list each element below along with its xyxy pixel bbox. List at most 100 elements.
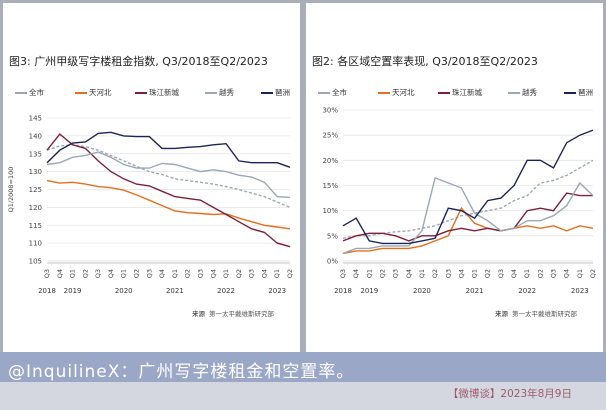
legend-label: 全市	[332, 88, 347, 97]
legend-label: 琶洲	[578, 88, 593, 97]
x-tick-label: Q2	[133, 269, 141, 278]
x-tick-label: Q1	[365, 269, 373, 278]
year-label: 2019	[360, 287, 378, 295]
source-text: 第一太平戴维斯研究部	[512, 310, 577, 318]
vacancy-rate-plot: 0% 5% 10% 15% 20% 25% 30% Q3 Q4 Q1 Q2 Q3 Q4 Q1 Q2 Q3 Q4 Q…	[322, 107, 597, 296]
chart-panel-vacancy-rate: 图2: 各区域空置率表现, Q3/2018至Q2/2023 全市 天河北 珠江新城 越…	[306, 3, 603, 352]
year-label: 2022	[518, 287, 536, 295]
x-tick-label: Q2	[184, 269, 192, 278]
year-label: 2021	[166, 287, 184, 295]
x-tick-label: Q1	[471, 269, 479, 278]
legend-item: 天河北	[75, 87, 112, 98]
y-axis-label: Q1/2008=100	[7, 167, 15, 213]
x-tick-label: Q1	[171, 269, 179, 278]
x-tick-label: Q4	[107, 269, 115, 278]
legend-item: 琶洲	[261, 87, 290, 98]
x-tick-label: Q4	[209, 269, 217, 278]
year-label: 2023	[268, 287, 286, 295]
series-line	[342, 176, 594, 255]
series-line	[46, 131, 291, 168]
x-tick-label: Q1	[523, 269, 531, 278]
legend-swatch	[564, 92, 576, 94]
x-tick-label: Q2	[431, 269, 439, 278]
legend-swatch	[438, 92, 450, 94]
footer-date: 【微博谈】2023年8月9日	[447, 388, 572, 400]
series-line	[46, 179, 291, 230]
x-tick-label: Q1	[273, 269, 281, 278]
chart-title: 图2: 各区域空置率表现, Q3/2018至Q2/2023	[312, 55, 538, 68]
x-tick-label: Q4	[563, 269, 571, 278]
legend-swatch	[378, 92, 390, 94]
legend-item: 全市	[15, 87, 44, 98]
x-tick-label: Q1	[418, 269, 426, 278]
y-tick-label: 105	[29, 258, 42, 266]
y-tick-label: 110	[29, 240, 42, 248]
year-label: 2023	[571, 287, 589, 295]
y-tick-label: 10%	[322, 207, 338, 215]
year-label: 2018	[334, 287, 352, 295]
chart-panel-rent-index: 图3: 广州甲级写字楼租金指数, Q3/2018至Q2/2023 全市 天河北 珠江…	[3, 3, 300, 352]
x-tick-label: Q3	[444, 269, 452, 278]
source-note: 来源 第一太平戴维斯研究部	[495, 308, 577, 318]
series-line	[342, 192, 593, 242]
x-tick-label: Q3	[94, 269, 102, 278]
x-tick-label: Q2	[536, 269, 544, 278]
x-tick-label: Q1	[69, 269, 77, 278]
chart-title: 图3: 广州甲级写字楼租金指数, Q3/2018至Q2/2023	[9, 55, 268, 68]
x-tick-label: Q3	[145, 269, 153, 278]
year-label: 2019	[64, 287, 82, 295]
legend-label: 天河北	[392, 88, 415, 97]
legend-label: 天河北	[89, 88, 112, 97]
x-tick-label: Q2	[378, 269, 386, 278]
series-line	[342, 129, 594, 245]
x-tick-label: Q1	[120, 269, 128, 278]
series-line	[46, 144, 291, 209]
y-tick-label: 0%	[327, 258, 338, 266]
legend-item: 越秀	[205, 87, 234, 98]
y-tick-label: 115	[29, 222, 42, 230]
legend-swatch	[508, 92, 520, 94]
legend-item: 天河北	[378, 87, 415, 98]
caption-text: @InquilineX：广州写字楼租金和空置率。	[8, 362, 355, 382]
legend-label: 全市	[29, 88, 44, 97]
y-tick-label: 20%	[322, 157, 338, 165]
x-tick-label: Q3	[43, 269, 51, 278]
x-tick-label: Q2	[589, 269, 597, 278]
legend-item: 越秀	[508, 87, 537, 98]
footer-bar: 【微博谈】2023年8月9日	[0, 382, 606, 410]
legend-item: 珠江新城	[438, 87, 482, 98]
x-tick-label: Q3	[392, 269, 400, 278]
y-tick-label: 5%	[327, 232, 338, 240]
source-label: 来源	[495, 310, 508, 318]
year-label: 2021	[466, 287, 484, 295]
y-tick-label: 30%	[322, 107, 338, 115]
x-tick-label: Q3	[248, 269, 256, 278]
legend-swatch	[205, 92, 217, 94]
x-tick-label: Q4	[510, 269, 518, 278]
chart-legend: 全市 天河北 珠江新城 越秀 琶洲	[15, 87, 300, 101]
series-line	[46, 133, 291, 248]
legend-label: 越秀	[219, 88, 234, 97]
legend-swatch	[261, 92, 273, 94]
x-tick-label: Q4	[405, 269, 413, 278]
x-tick-label: Q4	[56, 269, 64, 278]
legend-item: 全市	[318, 87, 347, 98]
source-note: 来源 第一太平戴维斯研究部	[192, 308, 274, 318]
y-tick-label: 140	[29, 132, 42, 140]
year-label: 2022	[217, 287, 235, 295]
series-line	[46, 151, 291, 199]
legend-swatch	[75, 92, 87, 94]
x-tick-label: Q3	[196, 269, 204, 278]
y-tick-label: 120	[29, 204, 42, 212]
y-tick-label: 130	[29, 168, 42, 176]
x-tick-label: Q2	[235, 269, 243, 278]
x-tick-label: Q4	[158, 269, 166, 278]
x-tick-label: Q3	[497, 269, 505, 278]
year-label: 2018	[38, 287, 56, 295]
y-tick-label: 145	[29, 115, 42, 123]
legend-label: 珠江新城	[452, 88, 482, 97]
legend-swatch	[318, 92, 330, 94]
x-tick-label: Q2	[81, 269, 89, 278]
x-tick-label: Q3	[339, 269, 347, 278]
x-tick-label: Q4	[457, 269, 465, 278]
